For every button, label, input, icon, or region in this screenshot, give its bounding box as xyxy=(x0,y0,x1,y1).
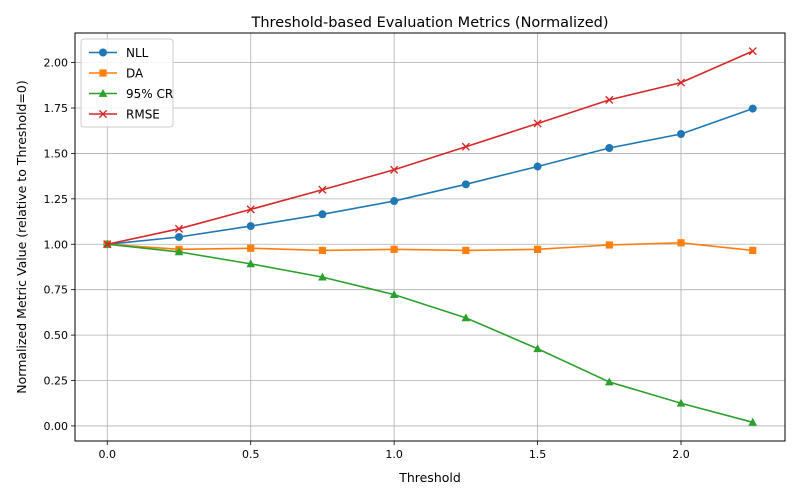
data-point-da xyxy=(749,246,757,255)
chart-title: Threshold-based Evaluation Metrics (Norm… xyxy=(251,15,609,31)
series-line-nll xyxy=(107,107,753,246)
data-point-rmse xyxy=(676,78,686,87)
y-tick-label: 0.50 xyxy=(44,329,69,342)
legend-marker xyxy=(99,69,107,77)
data-point-95-cr xyxy=(318,272,327,281)
y-tick-label: 0.25 xyxy=(44,375,69,388)
data-point-rmse xyxy=(461,142,470,151)
data-point-nll xyxy=(677,130,686,139)
y-tick-label: 1.25 xyxy=(44,193,69,206)
data-point-95-cr xyxy=(246,259,256,268)
x-tick-label: 2.0 xyxy=(672,448,690,461)
y-tick-label: 1.50 xyxy=(44,147,69,160)
data-point-95-cr xyxy=(748,417,758,426)
data-point-nll xyxy=(246,222,255,231)
legend: NLL DA 95% CR RMSE xyxy=(80,38,174,128)
data-point-95-cr xyxy=(533,344,542,353)
data-point-95-cr xyxy=(604,377,614,386)
y-tick-label: 1.75 xyxy=(44,102,69,115)
data-point-rmse xyxy=(174,224,184,233)
legend-label: RMSE xyxy=(126,108,160,122)
series-95-cr xyxy=(102,239,758,426)
legend-marker xyxy=(99,48,107,57)
legend-item-nll: NLL xyxy=(89,46,149,60)
data-point-da xyxy=(390,245,398,253)
series-da xyxy=(103,239,757,255)
data-point-nll xyxy=(605,143,614,152)
x-tick-label: 1.0 xyxy=(385,448,403,461)
data-point-da xyxy=(677,239,685,247)
y-axis-label: Normalized Metric Value (relative to Thr… xyxy=(14,80,29,393)
data-point-rmse xyxy=(605,95,614,104)
legend-label: 95% CR xyxy=(126,87,173,101)
grid xyxy=(75,33,785,441)
series-nll xyxy=(103,104,757,249)
data-point-95-cr xyxy=(676,398,686,407)
data-point-da xyxy=(318,246,327,255)
data-point-nll xyxy=(461,180,470,189)
data-point-nll xyxy=(318,210,327,219)
data-point-da xyxy=(533,245,542,253)
y-tick-label: 0.75 xyxy=(44,284,69,297)
legend-item-rmse: RMSE xyxy=(89,108,160,122)
data-point-rmse xyxy=(246,205,255,214)
axis-ticks: 0.0 0.5 1.0 1.5 2.0 0.00 0.25 0.50 0.75 1.00 1.25 1… xyxy=(44,57,690,461)
data-point-rmse xyxy=(748,47,757,56)
legend-marker xyxy=(98,109,108,119)
series-line-95-cr xyxy=(107,243,753,424)
data-point-95-cr xyxy=(174,247,184,256)
data-point-rmse xyxy=(533,119,542,128)
y-tick-label: 1.00 xyxy=(44,238,69,251)
data-point-rmse xyxy=(103,240,112,249)
legend-marker xyxy=(98,89,108,97)
series-line-rmse xyxy=(107,50,754,246)
legend-item-da: DA xyxy=(89,67,144,81)
data-point-nll xyxy=(390,197,399,206)
x-tick-label: 0.5 xyxy=(242,448,260,461)
legend-box xyxy=(80,38,174,128)
series-rmse xyxy=(103,47,757,249)
data-point-da xyxy=(247,244,255,252)
plot-frame xyxy=(74,32,786,442)
data-point-nll xyxy=(174,233,183,241)
series-group xyxy=(102,47,758,426)
data-point-95-cr xyxy=(389,290,399,298)
data-point-95-cr xyxy=(461,313,471,322)
y-tick-label: 0.00 xyxy=(44,420,69,433)
legend-label: NLL xyxy=(126,46,149,60)
data-point-da xyxy=(605,241,613,249)
series-line-da xyxy=(107,242,753,252)
data-point-nll xyxy=(533,162,542,171)
data-point-nll xyxy=(748,104,757,113)
x-tick-label: 0.0 xyxy=(99,448,117,461)
y-tick-label: 2.00 xyxy=(44,57,69,70)
data-point-da xyxy=(462,246,470,255)
x-tick-label: 1.5 xyxy=(529,448,547,461)
data-point-rmse xyxy=(390,165,399,174)
legend-label: DA xyxy=(126,67,144,81)
data-point-rmse xyxy=(318,185,327,194)
legend-item-95-cr: 95% CR xyxy=(89,87,173,101)
x-axis-label: Threshold xyxy=(398,470,461,485)
